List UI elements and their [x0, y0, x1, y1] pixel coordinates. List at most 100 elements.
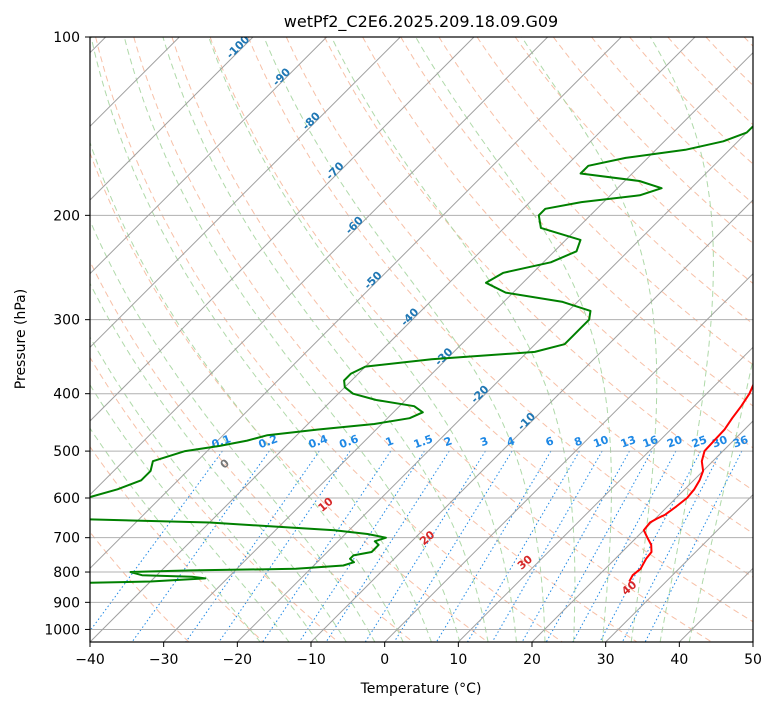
mixing-ratio-line: [572, 450, 677, 642]
mixing-ratio-line: [644, 450, 743, 642]
mixing-ratio-line: [131, 450, 270, 642]
mixing-ratio-label: 1.5: [412, 432, 435, 451]
mixing-ratio-line: [435, 450, 552, 642]
mixing-ratio-label: 3: [478, 434, 490, 449]
moist-adiabat-line: [90, 141, 404, 642]
mixing-ratio-label: 0.1: [210, 432, 233, 451]
mixing-ratio-line: [545, 450, 653, 642]
dry-adiabat-line: [247, 37, 753, 578]
moist-adiabat-line: [331, 37, 576, 642]
mixing-ratio-line: [218, 450, 351, 642]
x-tick-label: 40: [670, 652, 688, 668]
dry-adiabat-line: [667, 37, 753, 126]
moist-adiabat-line: [415, 37, 612, 642]
moist-adiabat-line: [123, 37, 461, 642]
mixing-ratio-line: [467, 450, 580, 642]
mixing-ratio-line: [298, 450, 425, 642]
isotherm-label: -50: [361, 269, 384, 292]
isotherm-line: [90, 37, 696, 642]
isotherm-label: -20: [468, 383, 491, 406]
mixing-ratio-line: [393, 450, 513, 642]
dry-adiabat-label: 20: [417, 528, 437, 548]
mixing-ratio-line: [491, 450, 603, 642]
isotherm-line: [90, 37, 475, 422]
isotherm-label: -80: [300, 109, 323, 132]
dry-adiabat-line: [171, 37, 712, 642]
isotherm-label: -60: [343, 214, 366, 237]
dry-adiabat-line: [400, 37, 753, 407]
dry-adiabat-line: [133, 37, 638, 642]
y-tick-label: 200: [53, 208, 80, 224]
y-tick-label: 100: [53, 30, 80, 46]
y-tick-label: 700: [53, 531, 80, 547]
isotherm-line: [90, 37, 328, 275]
x-axis-label: Temperature (°C): [360, 681, 482, 697]
dry-adiabat-line: [438, 37, 753, 366]
isotherm-line: [163, 51, 753, 642]
mixing-ratio-label: 25: [690, 433, 709, 450]
isotherm-label: -10: [515, 410, 538, 433]
mixing-ratio-label: 4: [505, 434, 517, 449]
dry-adiabat-line: [552, 37, 753, 244]
x-tick-label: 10: [449, 652, 467, 668]
dry-adiabat-line: [743, 37, 753, 47]
mixing-ratio-label: 36: [731, 433, 750, 451]
y-tick-label: 1000: [44, 622, 80, 638]
x-tick-label: −40: [75, 652, 105, 668]
isotherm-label: -90: [270, 65, 293, 88]
isotherm-line: [531, 420, 753, 642]
moist-adiabat-line: [162, 37, 489, 642]
mixing-ratio-line: [521, 450, 630, 642]
isotherm-line: [236, 125, 753, 642]
dry-adiabat-line: [90, 260, 414, 642]
moist-adiabat-line: [688, 357, 753, 642]
mixing-ratio-line: [262, 450, 392, 642]
isotherm-label: -70: [323, 159, 346, 182]
isotherm-line: [310, 199, 753, 642]
mixing-ratio-label: 30: [710, 433, 729, 451]
mixing-ratio-label: 0.6: [338, 432, 361, 451]
moist-adiabat-line: [90, 383, 290, 642]
moist-adiabat-line: [90, 219, 376, 642]
mixing-ratio-line: [364, 450, 486, 642]
dry-adiabat-line: [476, 37, 753, 325]
mixing-ratio-label: 8: [572, 434, 584, 449]
dry-adiabat-line: [90, 151, 488, 642]
moist-adiabat-line: [208, 37, 517, 642]
dry-adiabat-line: [209, 37, 753, 623]
isotherm-label: -40: [398, 305, 421, 328]
isotherm-label: -30: [432, 345, 455, 368]
x-tick-label: 50: [744, 652, 762, 668]
dry-adiabat-line: [95, 37, 563, 642]
mixing-ratio-label: 20: [665, 433, 684, 451]
moist-adiabat-line: [521, 37, 658, 642]
y-tick-label: 500: [53, 444, 80, 460]
dry-adiabat-line: [90, 356, 339, 642]
moist-adiabat-line: [90, 427, 261, 642]
isotherm-line: [90, 37, 401, 349]
dry-adiabat-line: [591, 37, 753, 205]
mixing-ratio-label: 13: [619, 433, 638, 450]
moist-adiabat-line: [263, 37, 546, 642]
moist-adiabat-line: [90, 37, 432, 642]
dry-adiabat-label: 0: [218, 456, 232, 471]
x-tick-label: −20: [223, 652, 253, 668]
y-tick-label: 800: [53, 565, 80, 581]
mixing-ratio-line: [599, 450, 701, 642]
dry-adiabat-line: [705, 37, 753, 87]
x-tick-label: −10: [296, 652, 326, 668]
temperature-profile-line: [628, 383, 753, 582]
dry-adiabat-line: [285, 37, 753, 534]
isotherm-line: [90, 37, 549, 496]
y-tick-label: 900: [53, 595, 80, 611]
isotherm-line: [90, 37, 254, 201]
isotherm-line: [457, 346, 753, 642]
plot-frame: [89, 36, 754, 643]
isotherm-line: [752, 641, 753, 642]
mixing-ratio-line: [325, 450, 450, 642]
isotherm-line: [90, 37, 622, 570]
moist-adiabat-line: [90, 282, 347, 642]
mixing-ratio-label: 16: [641, 433, 660, 451]
y-tick-label: 600: [53, 491, 80, 507]
